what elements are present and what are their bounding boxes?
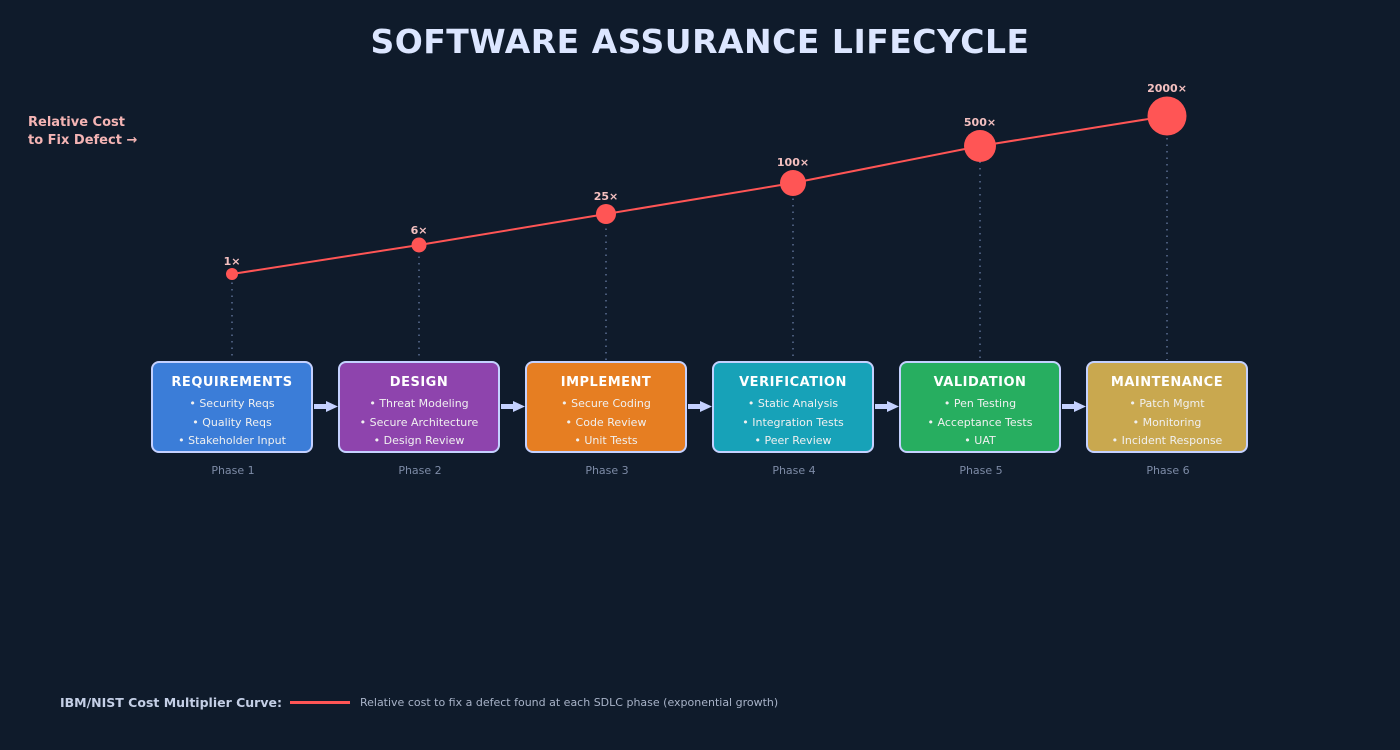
- multiplier-label: 25×: [594, 190, 619, 203]
- data-point: [1147, 96, 1187, 136]
- phase-item: • Code Review: [565, 415, 647, 429]
- phase-item: • Stakeholder Input: [178, 434, 286, 447]
- phase-item: • Pen Testing: [943, 397, 1017, 410]
- multiplier-label: 500×: [964, 116, 996, 129]
- phase-item: • Secure Architecture: [359, 415, 479, 429]
- arrow-icon: [875, 401, 899, 412]
- multiplier-label: 2000×: [1147, 82, 1187, 95]
- cost-curve-line: [231, 115, 1168, 275]
- legend: IBM/NIST Cost Multiplier Curve: Relative…: [60, 695, 778, 710]
- phase-item: • Secure Coding: [561, 397, 651, 410]
- phase-box-verification: VERIFICATION • Static Analysis • Integra…: [712, 361, 874, 453]
- phase-name: IMPLEMENT: [560, 375, 652, 390]
- phase-item: • UAT: [964, 434, 996, 447]
- legend-description: Relative cost to fix a defect found at e…: [359, 696, 779, 709]
- arrow-icon: [1062, 401, 1086, 412]
- y-axis-label: Relative Cost to Fix Defect →: [28, 114, 137, 150]
- data-point: [411, 237, 427, 253]
- data-point: [964, 130, 996, 162]
- legend-title: IBM/NIST Cost Multiplier Curve:: [60, 695, 282, 710]
- data-point: [780, 170, 806, 196]
- phase-name: MAINTENANCE: [1110, 375, 1224, 390]
- phase-item: • Quality Reqs: [192, 415, 272, 429]
- phase-name: VERIFICATION: [739, 375, 847, 390]
- phase-number-label: Phase 1: [211, 464, 255, 477]
- phase-number-label: Phase 5: [959, 464, 1003, 477]
- phase-item: • Integration Tests: [742, 415, 844, 429]
- phase-name: DESIGN: [389, 375, 449, 390]
- phase-name: REQUIREMENTS: [171, 375, 293, 390]
- multiplier-label: 100×: [777, 156, 809, 169]
- legend-line-swatch: [289, 701, 350, 704]
- phase-item: • Threat Modeling: [369, 397, 469, 410]
- phase-box-validation: VALIDATION • Pen Testing • Acceptance Te…: [899, 361, 1061, 453]
- phase-name: VALIDATION: [933, 375, 1027, 390]
- arrow-icon: [314, 401, 338, 412]
- arrow-icon: [501, 401, 525, 412]
- multiplier-label: 6×: [411, 224, 428, 237]
- phase-item: • Unit Tests: [574, 434, 638, 447]
- phase-number-label: Phase 2: [398, 464, 442, 477]
- y-axis-label-line2: to Fix Defect →: [28, 133, 138, 148]
- phase-box-implement: IMPLEMENT • Secure Coding • Code Review …: [525, 361, 687, 453]
- phase-item: • Static Analysis: [747, 397, 839, 410]
- phase-number-label: Phase 3: [585, 464, 629, 477]
- y-axis-label-line1: Relative Cost: [28, 115, 125, 130]
- phase-box-design: DESIGN • Threat Modeling • Secure Archit…: [338, 361, 500, 453]
- phase-number-label: Phase 4: [772, 464, 816, 477]
- multiplier-label: 1×: [224, 255, 241, 268]
- data-point: [226, 268, 238, 280]
- page-title: SOFTWARE ASSURANCE LIFECYCLE: [370, 22, 1030, 61]
- data-point: [596, 204, 616, 224]
- phase-item: • Security Reqs: [189, 397, 275, 410]
- phase-item: • Acceptance Tests: [927, 415, 1033, 429]
- phase-number-label: Phase 6: [1146, 464, 1190, 477]
- phase-item: • Incident Response: [1111, 434, 1223, 447]
- phase-item: • Patch Mgmt: [1129, 397, 1205, 410]
- arrow-icon: [688, 401, 712, 412]
- phase-box-requirements: REQUIREMENTS • Security Reqs • Quality R…: [151, 361, 313, 453]
- phase-box-maintenance: MAINTENANCE • Patch Mgmt • Monitoring • …: [1086, 361, 1248, 453]
- phase-item: • Design Review: [373, 434, 465, 447]
- phase-item: • Monitoring: [1132, 415, 1202, 429]
- phase-item: • Peer Review: [754, 434, 832, 447]
